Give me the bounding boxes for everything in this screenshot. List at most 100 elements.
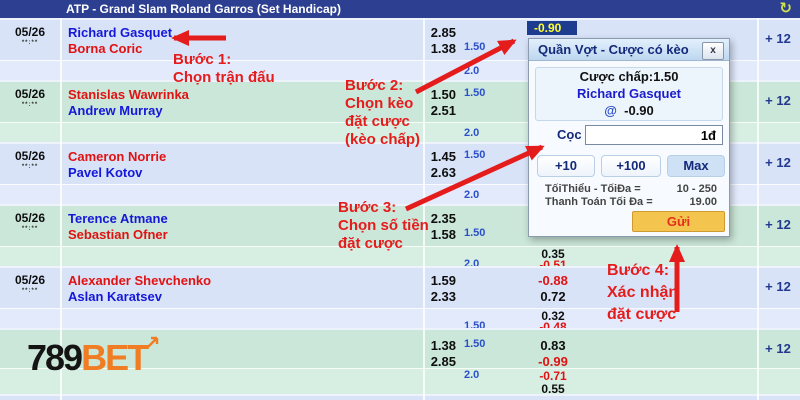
handicap-value: 1.50 — [464, 41, 486, 53]
odds-value[interactable]: 0.55 — [541, 382, 565, 396]
odds-value[interactable]: 1.59 — [430, 273, 456, 288]
match-time-masked: **:** — [21, 40, 39, 46]
brand-logo-suffix: BET — [81, 337, 149, 378]
sub-row-background — [0, 368, 800, 394]
stake-row: Cọc — [529, 125, 729, 147]
partial-match-row: 1.92 -0.74 — [0, 394, 800, 400]
match-date: 05/26 — [14, 25, 46, 39]
odds-value[interactable]: 1.45 — [430, 149, 456, 164]
step4-line: Xác nhận — [607, 284, 679, 301]
more-bets-button[interactable]: + 12 — [765, 93, 791, 108]
brand-logo: 789BET — [27, 336, 159, 378]
step3-line: Chọn số tiền — [338, 217, 429, 234]
odds-value[interactable]: 2.35 — [430, 211, 456, 226]
sub-row-background — [0, 308, 800, 328]
odds-value[interactable]: -0.71 — [539, 369, 567, 383]
step3-note: Bước 3: Chọn số tiền đặt cược — [338, 199, 429, 253]
odds-value[interactable]: -0.99 — [538, 354, 568, 369]
stake-buttons: +10 +100 Max — [529, 155, 729, 177]
stake-input[interactable] — [585, 125, 723, 145]
page-title: ATP - Grand Slam Roland Garros (Set Hand… — [66, 2, 341, 16]
submit-bet-button[interactable]: Gửi — [632, 211, 725, 232]
more-bets-button[interactable]: + 12 — [765, 31, 791, 46]
odds-value[interactable]: 1.38 — [430, 338, 456, 353]
more-bets-button[interactable]: + 12 — [765, 279, 791, 294]
player-1[interactable]: Richard Gasquet — [68, 25, 173, 40]
odds-value[interactable]: -0.88 — [538, 273, 568, 288]
odds-value[interactable]: 1.58 — [430, 227, 456, 242]
payout-value: 19.00 — [689, 196, 717, 208]
bet-odds-line: @ -0.90 — [536, 102, 722, 119]
step1-note: Bước 1: Chọn trận đấu — [173, 51, 275, 87]
player-1[interactable]: Stanislas Wawrinka — [68, 87, 189, 102]
match-time-masked: **:** — [21, 288, 39, 294]
match-time-masked: **:** — [21, 164, 39, 170]
odds-value[interactable]: 1.50 — [430, 87, 456, 102]
brand-logo-prefix: 789 — [27, 337, 83, 378]
player-1[interactable]: Terence Atmane — [68, 211, 168, 226]
step2-line: (kèo chấp) — [345, 131, 421, 148]
player-2[interactable]: Pavel Kotov — [68, 165, 143, 180]
step3-line: Bước 3: — [338, 199, 397, 216]
player-2[interactable]: Aslan Karatsev — [68, 289, 162, 304]
step1-line: Chọn trận đấu — [173, 69, 275, 86]
match-time-masked: **:** — [21, 102, 39, 108]
bet-slip-popup: Quần Vợt - Cược có kèo x Cược chấp:1.50 … — [528, 38, 730, 237]
handicap-value: 1.50 — [464, 149, 486, 161]
player-2[interactable]: Andrew Murray — [68, 103, 163, 118]
handicap-value-sub: 2.0 — [464, 369, 480, 381]
limits-info: TốiThiểu - TốiĐa = 10 - 250 Thanh Toán T… — [545, 183, 717, 209]
logo-arrow-icon — [147, 336, 159, 348]
refresh-icon[interactable]: ↻ — [779, 0, 792, 17]
match-row: 05/26 **:** Terence Atmane Sebastian Ofn… — [0, 204, 800, 272]
handicap-value: 1.50 — [464, 338, 486, 350]
bet-player-line: Richard Gasquet — [576, 86, 682, 101]
odds-value[interactable]: 0.35 — [541, 247, 565, 261]
odds-value[interactable]: 2.51 — [430, 103, 456, 118]
plus100-button[interactable]: +100 — [601, 155, 661, 177]
handicap-value: 1.50 — [464, 87, 486, 99]
player-1[interactable]: Alexander Shevchenko — [68, 273, 212, 288]
odds-value[interactable]: 0.83 — [540, 338, 566, 353]
odds-value[interactable]: 0.32 — [541, 309, 565, 323]
odds-value[interactable]: 2.85 — [430, 354, 456, 369]
popup-title: Quần Vợt - Cược có kèo — [529, 39, 729, 61]
close-button[interactable]: x — [702, 42, 724, 60]
step2-note: Bước 2: Chọn kèo đặt cược (kèo chấp) — [345, 77, 420, 149]
player-1[interactable]: Cameron Norrie — [68, 149, 167, 164]
match-row: 1.38 2.85 1.50 0.83 -0.99 2.0 -0.71 0.55… — [0, 328, 800, 396]
match-date: 05/26 — [14, 87, 46, 101]
match-row: 05/26 **:** Alexander Shevchenko Aslan K… — [0, 266, 800, 334]
odds-value[interactable]: 2.63 — [430, 165, 456, 180]
step2-line: Bước 2: — [345, 77, 404, 94]
more-bets-button[interactable]: + 12 — [765, 217, 791, 232]
selected-odds-highlight[interactable]: -0.90 — [527, 21, 577, 35]
odds-value[interactable]: 2.85 — [430, 25, 456, 40]
odds-value[interactable]: 2.33 — [430, 289, 456, 304]
limits-label: TốiThiểu - TốiĐa = — [545, 183, 641, 195]
player-2[interactable]: Sebastian Ofner — [68, 227, 168, 242]
step4-line: đặt cược — [607, 306, 677, 323]
bet-type-line: Cược chấp:1.50 — [579, 69, 679, 84]
match-date: 05/26 — [14, 273, 46, 287]
odds-value: 1.92 — [414, 398, 456, 400]
odds-value: -0.74 — [528, 398, 578, 400]
at-sign: @ — [604, 103, 617, 118]
plus10-button[interactable]: +10 — [537, 155, 595, 177]
max-button[interactable]: Max — [667, 155, 725, 177]
odds-value[interactable]: 1.38 — [430, 41, 456, 56]
odds-value[interactable]: 0.72 — [540, 289, 566, 304]
step4-line: Bước 4: — [607, 262, 670, 279]
sub-row-background — [0, 246, 800, 266]
step2-line: đặt cược — [345, 113, 410, 130]
step2-line: Chọn kèo — [345, 95, 414, 112]
step3-line: đặt cược — [338, 235, 403, 252]
handicap-value-sub: 2.0 — [464, 127, 480, 139]
more-bets-button[interactable]: + 12 — [765, 341, 791, 356]
header-bar: ATP - Grand Slam Roland Garros (Set Hand… — [0, 0, 800, 18]
player-2[interactable]: Borna Coric — [68, 41, 143, 56]
handicap-value-sub: 2.0 — [464, 189, 480, 201]
step4-note: Bước 4: Xác nhận đặt cược — [607, 260, 678, 326]
more-bets-button[interactable]: + 12 — [765, 155, 791, 170]
